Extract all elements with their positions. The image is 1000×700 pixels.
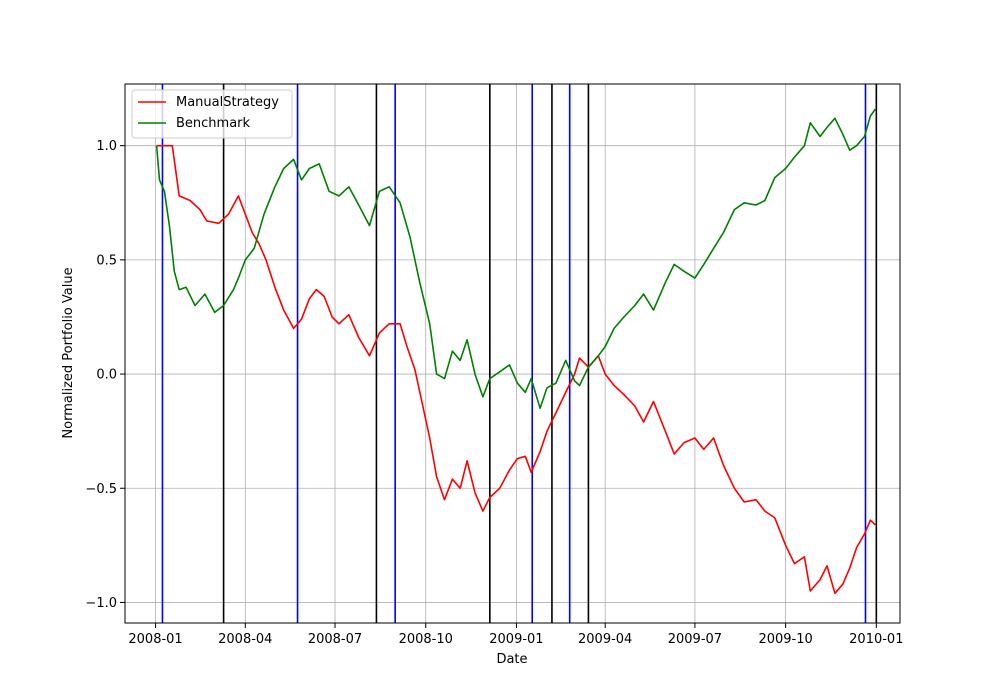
legend-label-benchmark: Benchmark	[176, 116, 251, 131]
series-lines	[155, 108, 876, 595]
x-tick-label: 2009-01	[489, 632, 543, 647]
y-tick-label: 0.0	[96, 368, 117, 383]
series-line-benchmark	[155, 108, 876, 410]
x-tick-label: 2008-04	[218, 632, 272, 647]
x-tick-label: 2008-07	[308, 632, 362, 647]
plot-frame	[124, 83, 901, 624]
y-tick-label: 0.5	[96, 253, 117, 268]
y-tick-label: −0.5	[85, 482, 117, 497]
x-tick-label: 2009-04	[578, 632, 632, 647]
x-tick-label: 2009-07	[668, 632, 722, 647]
x-axis-ticks: 2008-01 2008-04 2008-07 2008-10 2009-01 2009-…	[128, 623, 903, 647]
series-line-manualstrategy	[156, 144, 876, 595]
y-axis-label: Normalized Portfolio Value	[61, 267, 76, 438]
x-tick-label: 2010-01	[849, 632, 903, 647]
x-tick-label: 2008-10	[399, 632, 453, 647]
legend-label-manualstrategy: ManualStrategy	[176, 95, 279, 110]
x-tick-label: 2008-01	[128, 632, 182, 647]
legend-box	[131, 89, 293, 139]
y-tick-label: −1.0	[85, 596, 117, 611]
legend: ManualStrategy Benchmark	[131, 89, 293, 139]
x-tick-label: 2009-10	[758, 632, 812, 647]
x-axis-label: Date	[496, 652, 527, 667]
y-axis-ticks: 1.0 0.5 0.0 −0.5 −1.0	[85, 139, 125, 611]
y-tick-label: 1.0	[96, 139, 117, 154]
